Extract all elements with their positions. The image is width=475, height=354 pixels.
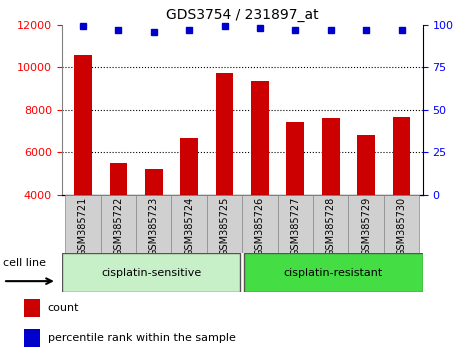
Bar (110, 163, 127, 195)
Text: GSM385730: GSM385730 (397, 196, 407, 256)
Bar (171, 195, 207, 253)
Text: GSM385724: GSM385724 (184, 196, 194, 256)
Bar (74, 55, 92, 195)
Bar (393, 117, 410, 195)
Bar (145, 169, 162, 195)
Bar (349, 195, 384, 253)
Text: cisplatin-sensitive: cisplatin-sensitive (102, 268, 202, 278)
Bar (136, 195, 171, 253)
Bar (180, 138, 198, 195)
Text: cisplatin-resistant: cisplatin-resistant (283, 268, 382, 278)
Bar (62, 253, 240, 292)
Text: GSM385727: GSM385727 (290, 196, 300, 256)
Bar (242, 195, 278, 253)
Bar (357, 135, 375, 195)
Bar (251, 81, 269, 195)
Bar (207, 195, 242, 253)
Text: GSM385722: GSM385722 (114, 196, 124, 256)
Bar (278, 195, 313, 253)
Bar (313, 195, 349, 253)
Bar (65, 195, 101, 253)
Bar (322, 118, 340, 195)
Text: GSM385721: GSM385721 (78, 196, 88, 256)
Text: GSM385723: GSM385723 (149, 196, 159, 256)
Text: cell line: cell line (3, 258, 46, 268)
Text: percentile rank within the sample: percentile rank within the sample (48, 333, 236, 343)
Bar (244, 253, 423, 292)
Bar (286, 122, 304, 195)
Bar (24, 329, 40, 347)
Text: count: count (48, 303, 79, 313)
Bar (216, 73, 233, 195)
Text: GSM385729: GSM385729 (361, 196, 371, 256)
Bar (24, 299, 40, 317)
Bar (101, 195, 136, 253)
Bar (384, 195, 419, 253)
Title: GDS3754 / 231897_at: GDS3754 / 231897_at (166, 8, 319, 22)
Text: GSM385728: GSM385728 (326, 196, 336, 256)
Text: GSM385726: GSM385726 (255, 196, 265, 256)
Text: GSM385725: GSM385725 (219, 196, 229, 256)
